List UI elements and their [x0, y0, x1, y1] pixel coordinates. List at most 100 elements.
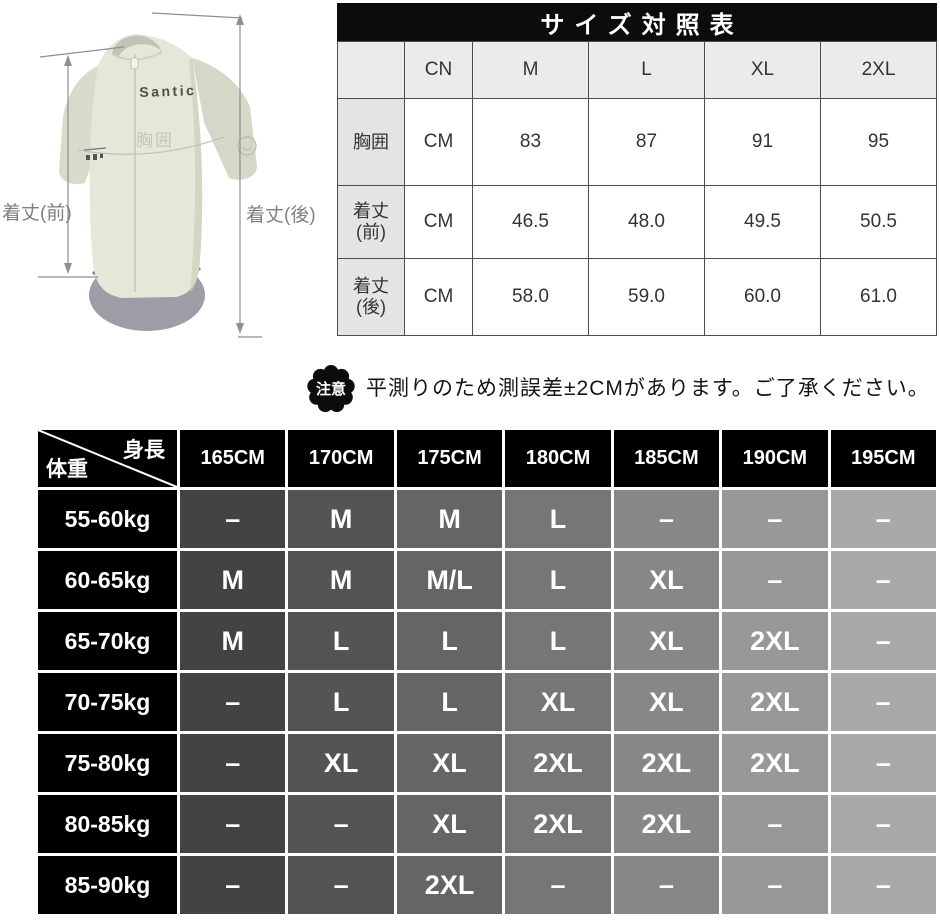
zipper-pull — [130, 57, 139, 70]
height-column-header: 175CM — [396, 430, 503, 487]
size-cell: – — [180, 856, 286, 914]
value-cell: 61.0 — [821, 259, 936, 335]
size-cell: – — [180, 795, 286, 853]
value-cell: 58.0 — [473, 259, 588, 335]
size-cell: – — [830, 490, 936, 548]
size-cell: XL — [288, 734, 394, 792]
value-cell: 83 — [473, 99, 588, 185]
size-cell: XL — [505, 673, 611, 731]
value-cell: 87 — [589, 99, 704, 185]
size-cell: 2XL — [613, 734, 720, 792]
diagonal-divider — [38, 430, 177, 487]
size-cell: – — [180, 490, 286, 548]
chest-label: 胸囲 — [136, 131, 174, 150]
front-length-label: 着丈(前) — [2, 203, 72, 224]
chest-print-line — [83, 147, 107, 151]
size-cell: 2XL — [722, 612, 828, 670]
corner-weight-label: 体重 — [46, 458, 88, 481]
size-cell: XL — [613, 673, 720, 731]
value-cell: 48.0 — [589, 186, 704, 258]
value-cell: 49.5 — [705, 186, 820, 258]
back-length-label: 着丈(後) — [246, 205, 316, 226]
size-header-xl: XL — [705, 42, 820, 98]
weight-row-header: 55-60kg — [38, 490, 177, 548]
chest-print-mark — [93, 154, 97, 160]
row-label-text: 着丈 — [353, 201, 389, 222]
size-cell: M/L — [396, 551, 503, 609]
value-cell: 50.5 — [821, 186, 936, 258]
row-label-front-length: 着丈 (前) — [338, 186, 404, 258]
weight-row-header: 60-65kg — [38, 551, 177, 609]
height-column-header: 190CM — [722, 430, 828, 487]
size-cell: XL — [613, 551, 720, 609]
size-cell: L — [505, 612, 611, 670]
size-cell: 2XL — [613, 795, 720, 853]
size-cell: – — [830, 734, 936, 792]
chest-print-mark — [100, 153, 103, 158]
size-table-grid: CN M L XL 2XL 胸囲 CM 83 87 91 95 着丈 (前) C… — [337, 41, 937, 336]
size-comparison-table: サイズ対照表 CN M L XL 2XL 胸囲 CM 83 87 91 95 着… — [337, 3, 937, 336]
jersey-torso — [89, 34, 203, 298]
size-cell: – — [180, 673, 286, 731]
size-header-l: L — [589, 42, 704, 98]
value-cell: 60.0 — [705, 259, 820, 335]
size-cell: – — [830, 795, 936, 853]
jersey-right-sleeve — [192, 58, 257, 180]
size-cell: – — [613, 490, 720, 548]
height-column-header: 170CM — [288, 430, 394, 487]
size-cell: XL — [613, 612, 720, 670]
size-cell: – — [613, 856, 720, 914]
size-cell: L — [288, 612, 394, 670]
jersey-side-shading — [189, 58, 203, 292]
unit-cell: CM — [405, 259, 472, 335]
size-cell: XL — [396, 795, 503, 853]
size-header-2xl: 2XL — [821, 42, 936, 98]
weight-row-header: 85-90kg — [38, 856, 177, 914]
fit-matrix-table: 身長 体重 165CM 170CM 175CM 180CM 185CM 190C… — [38, 430, 936, 914]
size-cell: L — [396, 612, 503, 670]
measurement-lines — [38, 12, 262, 338]
size-cell: L — [505, 490, 611, 548]
row-label-chest: 胸囲 — [338, 99, 404, 185]
size-cell: M — [288, 551, 394, 609]
arrowheads — [64, 14, 244, 334]
height-column-header: 165CM — [180, 430, 286, 487]
weight-row-header: 75-80kg — [38, 734, 177, 792]
size-cell: L — [505, 551, 611, 609]
size-header-m: M — [473, 42, 588, 98]
weight-row-header: 80-85kg — [38, 795, 177, 853]
corner-height-label: 身長 — [123, 439, 165, 462]
size-cell: – — [830, 612, 936, 670]
size-cell: – — [830, 856, 936, 914]
weight-row-header: 70-75kg — [38, 673, 177, 731]
jersey-figure: Santic 着丈(前) 着丈(後) 胸囲 — [0, 0, 337, 360]
notice-text: 平測りのため測誤差±2CMがあります。ご了承ください。 — [366, 377, 930, 400]
size-table-title: サイズ対照表 — [337, 3, 937, 41]
jersey-left-sleeve — [59, 66, 98, 185]
jersey-illustration: Santic — [38, 12, 262, 338]
height-column-header: 180CM — [505, 430, 611, 487]
row-label-text2: (後) — [356, 297, 386, 317]
size-cell: M — [396, 490, 503, 548]
unit-cell: CM — [405, 99, 472, 185]
unit-cell: CM — [405, 186, 472, 258]
size-cell: – — [722, 490, 828, 548]
value-cell: 46.5 — [473, 186, 588, 258]
height-column-header: 195CM — [830, 430, 936, 487]
size-cell: M — [180, 612, 286, 670]
caution-badge-text: 注意 — [316, 380, 346, 398]
value-cell: 91 — [705, 99, 820, 185]
row-label-text: 胸囲 — [353, 131, 389, 152]
size-cell: – — [722, 856, 828, 914]
size-header-empty — [338, 42, 404, 98]
jersey-collar — [112, 35, 162, 58]
value-cell: 59.0 — [589, 259, 704, 335]
brand-logo: Santic — [139, 82, 197, 100]
size-cell: L — [288, 673, 394, 731]
caution-badge-icon: 注意 — [307, 365, 355, 413]
size-cell: 2XL — [722, 673, 828, 731]
size-cell: – — [722, 551, 828, 609]
row-label-text: 着丈 — [353, 276, 389, 297]
corner-cell: 身長 体重 — [38, 430, 177, 487]
